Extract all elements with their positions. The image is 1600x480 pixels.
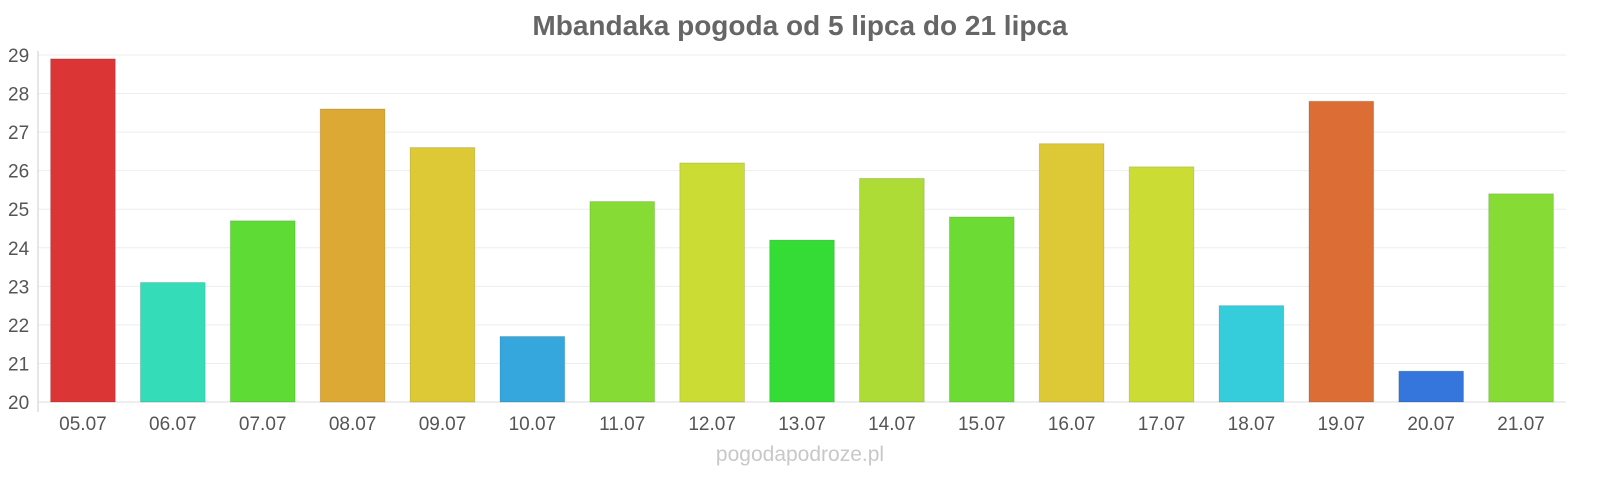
y-tick-label: 28 bbox=[8, 85, 29, 106]
bar-06.07 bbox=[139, 281, 206, 403]
x-tick-label: 21.07 bbox=[1497, 414, 1545, 435]
bar-08.07 bbox=[319, 108, 386, 403]
y-tick-label: 21 bbox=[8, 354, 29, 375]
y-tick-label: 26 bbox=[8, 162, 29, 183]
bar-19.07 bbox=[1308, 100, 1375, 403]
x-tick-label: 11.07 bbox=[599, 414, 645, 435]
y-tick-label: 20 bbox=[8, 393, 29, 414]
x-tick-label: 15.07 bbox=[958, 414, 1006, 435]
y-tick-label: 25 bbox=[8, 200, 29, 221]
x-tick-label: 07.07 bbox=[239, 414, 287, 435]
y-tick-label: 24 bbox=[8, 239, 30, 260]
bar-16.07 bbox=[1038, 143, 1105, 403]
bar-05.07 bbox=[50, 58, 116, 403]
x-tick-label: 13.07 bbox=[778, 414, 826, 435]
bar-15.07 bbox=[948, 216, 1015, 403]
bar-17.07 bbox=[1128, 166, 1195, 403]
x-tick-label: 14.07 bbox=[868, 414, 916, 435]
y-tick-label: 27 bbox=[8, 123, 29, 144]
y-tick-label: 29 bbox=[8, 46, 29, 67]
bar-14.07 bbox=[859, 177, 925, 403]
y-tick-label: 22 bbox=[8, 316, 29, 337]
x-axis-tick-labels: 05.07 06.07 07.07 08.07 09.07 10.07 11.07 12.07… bbox=[59, 414, 1545, 435]
x-tick-label: 10.07 bbox=[509, 414, 557, 435]
x-tick-label: 19.07 bbox=[1318, 414, 1366, 435]
x-tick-label: 05.07 bbox=[59, 414, 107, 435]
bar-09.07 bbox=[409, 147, 476, 403]
bar-11.07 bbox=[589, 201, 656, 403]
x-tick-label: 16.07 bbox=[1048, 414, 1096, 435]
bar-10.07 bbox=[499, 335, 566, 403]
x-tick-label: 06.07 bbox=[149, 414, 197, 435]
bars bbox=[50, 58, 1554, 403]
x-tick-label: 09.07 bbox=[419, 414, 467, 435]
y-tick-label: 23 bbox=[8, 277, 29, 298]
bar-18.07 bbox=[1218, 305, 1285, 403]
bar-21.07 bbox=[1488, 193, 1554, 403]
y-axis-tick-labels: 20 21 22 23 24 25 26 27 28 29 bbox=[8, 46, 30, 414]
x-tick-label: 17.07 bbox=[1138, 414, 1186, 435]
bar-12.07 bbox=[679, 162, 745, 403]
x-tick-label: 12.07 bbox=[688, 414, 736, 435]
bar-07.07 bbox=[229, 220, 296, 403]
x-tick-label: 18.07 bbox=[1228, 414, 1276, 435]
bar-20.07 bbox=[1398, 370, 1465, 403]
chart-title: Mbandaka pogoda od 5 lipca do 21 lipca bbox=[532, 10, 1068, 41]
x-tick-label: 20.07 bbox=[1407, 414, 1455, 435]
bar-13.07 bbox=[769, 239, 835, 403]
x-tick-label: 08.07 bbox=[329, 414, 377, 435]
watermark: pogodapodroze.pl bbox=[716, 443, 884, 466]
